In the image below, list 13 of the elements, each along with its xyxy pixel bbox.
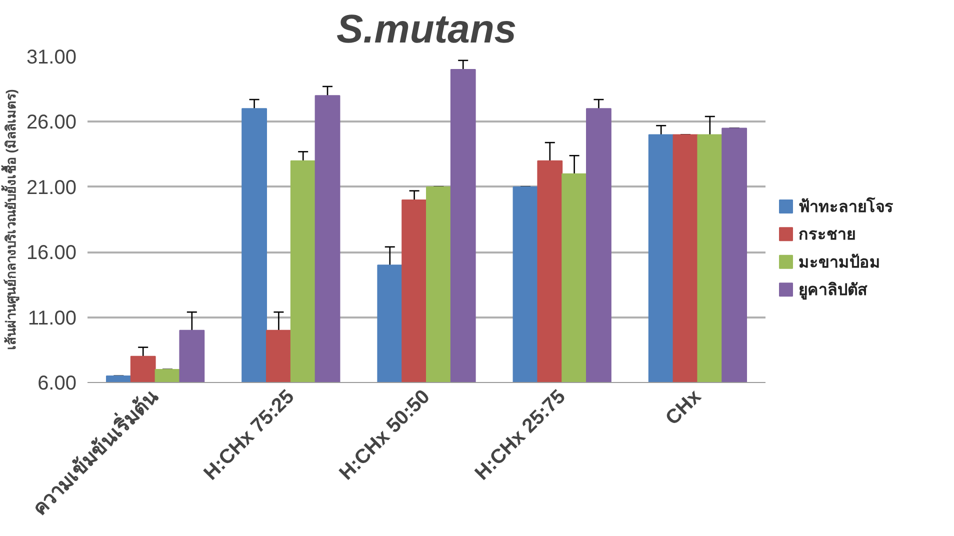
y-tick-label: 26.00: [26, 112, 77, 134]
legend-label: ฟ้าทะลายโจร: [798, 196, 894, 216]
y-tick-label: 6.00: [38, 372, 77, 394]
y-tick-label: 21.00: [26, 176, 77, 199]
legend-label: กระชาย: [798, 224, 856, 244]
chart-title: S.mutans: [336, 8, 517, 52]
y-axis-title: เส้นผ่านศูนย์กลางบริเวณยับยั้งเชื้อ (มิลลิเมตร): [0, 89, 20, 350]
legend-label: ยูคาลิปตัส: [798, 280, 868, 302]
y-tick-label: 16.00: [26, 242, 77, 264]
x-tick-label: CHx: [662, 386, 706, 430]
y-tick-label: 31.00: [26, 46, 77, 68]
y-tick-label: 11.00: [28, 307, 77, 330]
legend-label: มะขามป้อม: [798, 252, 880, 272]
